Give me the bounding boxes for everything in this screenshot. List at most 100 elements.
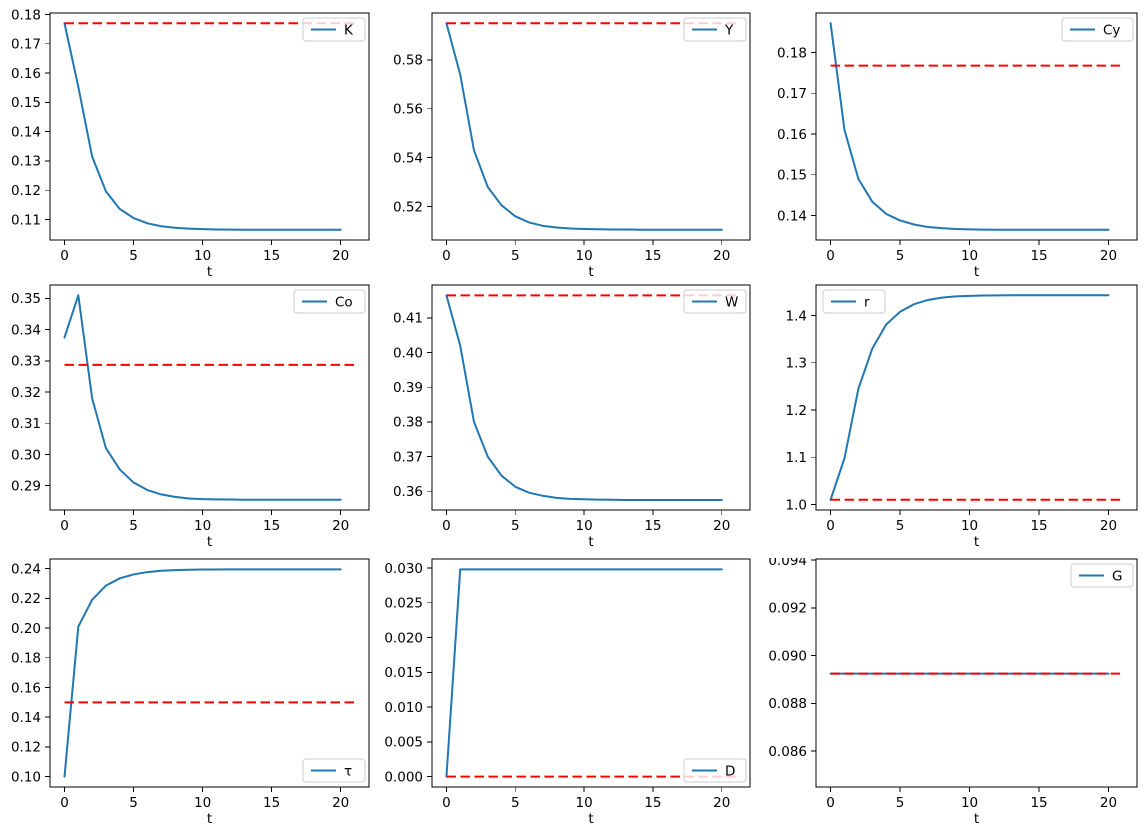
x-tick-label: 0: [442, 248, 451, 264]
x-tick-label: 15: [644, 248, 661, 264]
x-tick-label: 10: [194, 248, 211, 264]
y-tick-label: 0.13: [11, 154, 41, 170]
x-axis-label: t: [974, 264, 979, 279]
x-tick-label: 10: [576, 795, 593, 811]
x-tick-label: 0: [442, 518, 451, 534]
plot-canvas: 0.36 0.37 0.38 0.39 0.40 0.41 0 5 10 15 20 t W: [393, 284, 751, 550]
plot-canvas: 0.14 0.15 0.16 0.17 0.18 0 5 10 15 20 t Cy: [777, 12, 1138, 279]
plot-canvas: 0.10 0.12 0.14 0.16 0.18 0.20 0.22 0.24 0 5 10 15 20…: [11, 558, 370, 827]
y-tick-label: 0.088: [768, 696, 807, 712]
plot-canvas: 1.0 1.1 1.2 1.3 1.4 0 5 10 15 20 t r: [786, 284, 1138, 550]
y-tick-label: 0.54: [393, 150, 423, 166]
plot-canvas: 0.11 0.12 0.13 0.14 0.15 0.16 0.17 0.18 0 5 10 15 20…: [11, 7, 370, 279]
x-tick-label: 20: [332, 795, 349, 811]
y-tick-label: 0.35: [11, 291, 41, 307]
y-tick-label: 0.20: [11, 621, 41, 637]
x-tick-label: 15: [263, 248, 280, 264]
y-tick-label: 0.18: [11, 7, 41, 23]
y-tick-label: 0.33: [11, 354, 41, 370]
y-tick-label: 0.58: [393, 53, 423, 69]
subplot-W: 0.36 0.37 0.38 0.39 0.40 0.41 0 5 10 15 20 t W: [382, 279, 764, 558]
y-tick-label: 0.000: [384, 769, 423, 785]
legend: r: [822, 289, 886, 314]
legend-label: Co: [335, 294, 353, 310]
x-tick-label: 20: [1100, 248, 1117, 264]
x-tick-label: 5: [511, 248, 520, 264]
y-tick-label: 0.15: [777, 168, 807, 184]
y-tick-label: 0.39: [393, 380, 423, 396]
subplot-tau: 0.10 0.12 0.14 0.16 0.18 0.20 0.22 0.24 0 5 10 15 20…: [0, 558, 382, 837]
axes-frame: [49, 12, 370, 241]
x-axis-label: t: [588, 534, 593, 550]
legend-label: D: [725, 763, 735, 779]
x-tick-label: 10: [961, 795, 978, 811]
series-line: [445, 22, 723, 231]
y-tick-label: 1.0: [786, 497, 807, 513]
y-tick-label: 0.17: [11, 37, 41, 53]
x-tick-label: 0: [826, 248, 835, 264]
x-tick-label: 5: [896, 795, 905, 811]
series-line: [63, 568, 342, 778]
y-tick-label: 0.025: [384, 596, 423, 612]
axes-frame: [49, 558, 370, 788]
legend: G: [1070, 563, 1134, 588]
x-axis-label: t: [207, 534, 212, 550]
y-tick-label: 1.1: [786, 450, 807, 466]
y-tick-label: 0.37: [393, 449, 423, 465]
x-tick-label: 20: [713, 518, 730, 534]
y-tick-label: 0.14: [11, 710, 41, 726]
x-tick-label: 5: [511, 518, 520, 534]
x-tick-label: 15: [263, 795, 280, 811]
plot-canvas: 0.000 0.005 0.010 0.015 0.020 0.025 0.030 0 5 10 1…: [384, 558, 751, 827]
y-tick-label: 0.12: [11, 740, 41, 756]
x-tick-label: 10: [961, 248, 978, 264]
subplot-Y: 0.52 0.54 0.56 0.58 0 5 10 15 20 t Y: [382, 0, 764, 279]
x-tick-label: 20: [1100, 518, 1117, 534]
x-tick-label: 0: [60, 795, 69, 811]
y-tick-label: 0.086: [768, 744, 807, 760]
y-tick-label: 0.16: [777, 127, 807, 143]
x-tick-label: 15: [1030, 518, 1047, 534]
x-tick-label: 20: [713, 795, 730, 811]
x-tick-label: 10: [194, 795, 211, 811]
subplot-Co: 0.29 0.30 0.31 0.32 0.33 0.34 0.35 0 5 10 15 20 t Co: [0, 279, 382, 558]
plot-canvas: 0.086 0.088 0.090 0.092 0.094 0 5 10 15 20 t G: [768, 558, 1138, 827]
x-axis-label: t: [207, 811, 212, 827]
y-tick-label: 0.41: [393, 311, 423, 327]
x-tick-label: 20: [713, 248, 730, 264]
axes-frame: [815, 284, 1138, 511]
y-tick-label: 0.34: [11, 322, 41, 338]
y-tick-label: 0.40: [393, 345, 423, 361]
subplot-K: 0.11 0.12 0.13 0.14 0.15 0.16 0.17 0.18 0 5 10 15 20…: [0, 0, 382, 279]
x-tick-label: 0: [60, 518, 69, 534]
plot-canvas: 0.29 0.30 0.31 0.32 0.33 0.34 0.35 0 5 10 15 20 t Co: [11, 284, 370, 550]
x-tick-label: 10: [576, 518, 593, 534]
y-tick-label: 0.090: [768, 648, 807, 664]
y-tick-label: 0.005: [384, 735, 423, 751]
legend-label: Y: [724, 22, 734, 38]
y-tick-label: 0.020: [384, 630, 423, 646]
y-tick-label: 0.14: [11, 124, 41, 140]
x-axis-label: t: [974, 534, 979, 550]
x-axis-label: t: [207, 264, 212, 279]
legend-label: W: [725, 294, 738, 310]
y-tick-label: 0.030: [384, 561, 423, 577]
x-tick-label: 5: [896, 518, 905, 534]
x-tick-label: 10: [961, 518, 978, 534]
legend: τ: [302, 758, 366, 783]
y-tick-label: 0.17: [777, 86, 807, 102]
legend: Cy: [1061, 17, 1134, 42]
y-tick-label: 0.18: [11, 651, 41, 667]
axes-frame: [431, 284, 751, 511]
y-tick-label: 0.38: [393, 415, 423, 431]
y-tick-label: 0.14: [777, 208, 807, 224]
x-tick-label: 10: [576, 248, 593, 264]
y-tick-label: 0.094: [768, 558, 807, 569]
y-tick-label: 1.3: [786, 356, 807, 372]
legend-box: [1061, 17, 1134, 42]
legend-label: G: [1112, 568, 1122, 584]
x-axis-label: t: [588, 811, 593, 827]
legend-box: [293, 289, 366, 314]
legend: Co: [293, 289, 366, 314]
